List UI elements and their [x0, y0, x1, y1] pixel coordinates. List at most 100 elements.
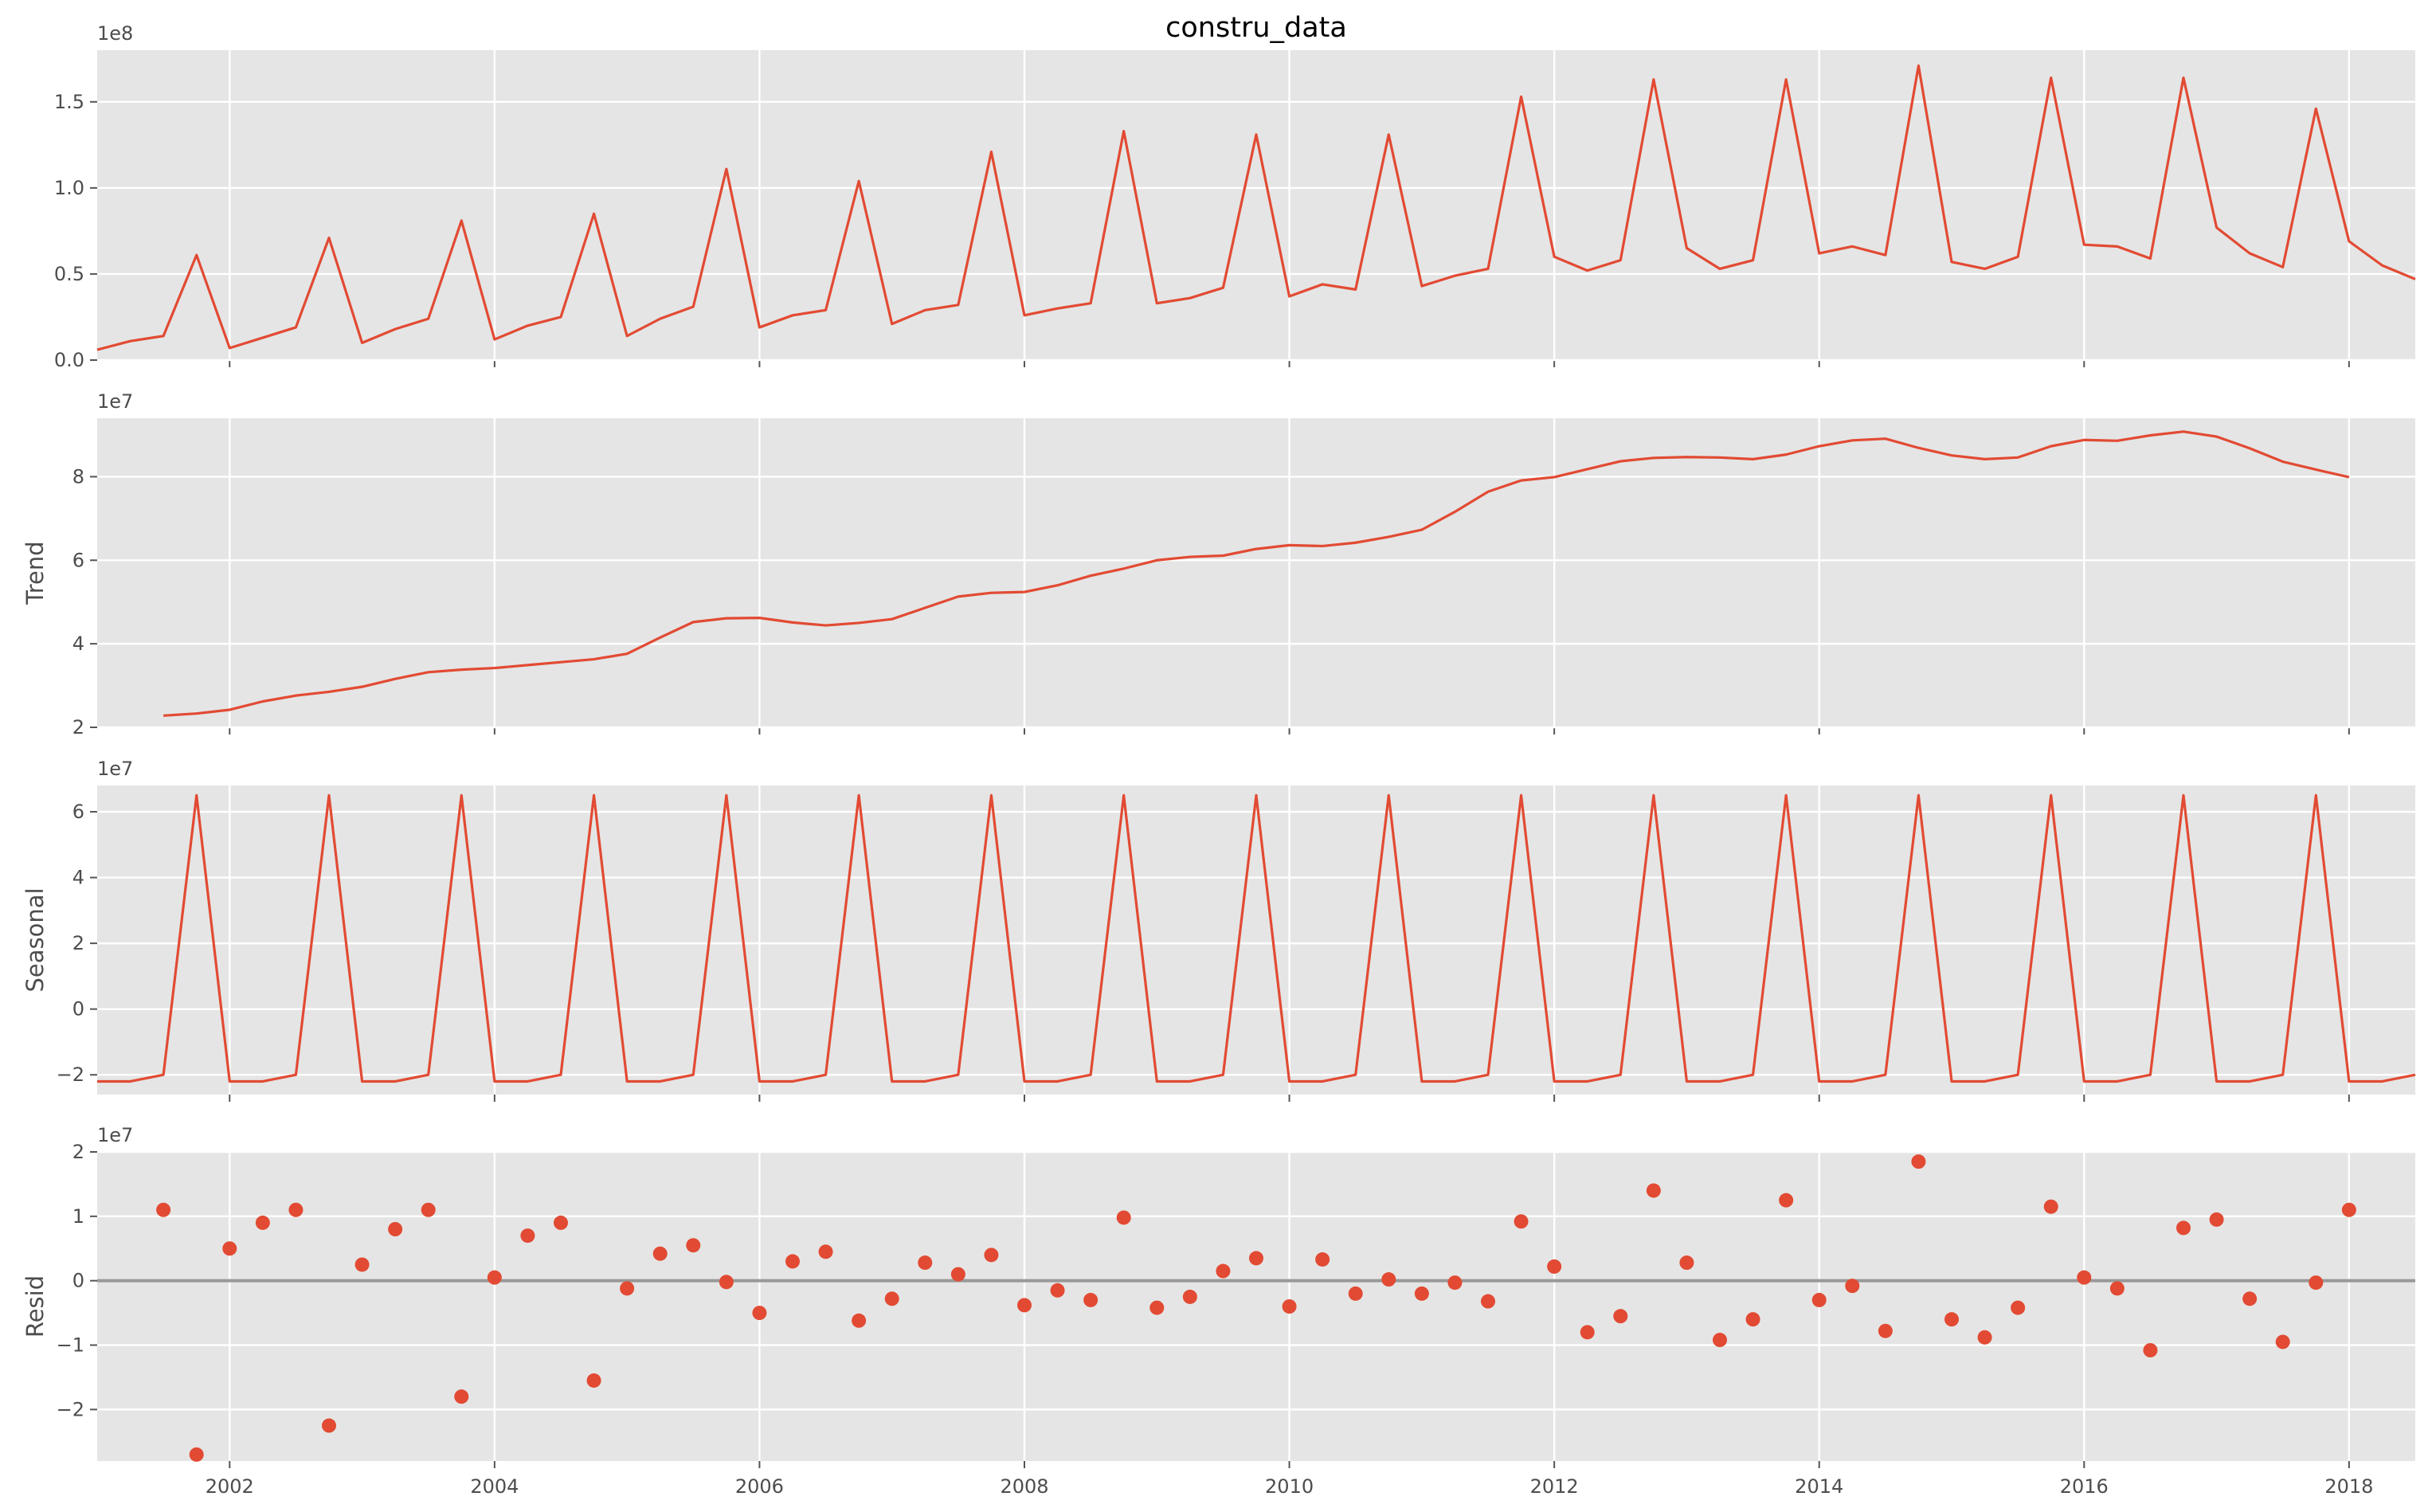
resid-point: [288, 1202, 304, 1217]
resid-point: [2209, 1212, 2224, 1227]
seasonal-y-axis-label: Seasonal: [22, 887, 49, 992]
resid-point: [1249, 1251, 1263, 1266]
resid-point: [1580, 1325, 1595, 1340]
trend-offset-label: 1e7: [97, 390, 133, 413]
x-tick-label: 2012: [1530, 1475, 1579, 1498]
resid-point: [785, 1254, 800, 1269]
resid-point: [1811, 1292, 1827, 1307]
seasonal-offset-label: 1e7: [97, 758, 133, 780]
observed-plot-area: [97, 50, 2415, 360]
panel-observed: 0.0 0.5 1.0 1.5 1e8: [54, 22, 2416, 371]
resid-y-tick-label: 0: [72, 1270, 84, 1292]
resid-point: [1745, 1312, 1760, 1327]
trend-plot-area: [97, 418, 2415, 727]
resid-point: [752, 1306, 767, 1321]
resid-point: [719, 1275, 734, 1290]
resid-point: [2109, 1281, 2125, 1296]
resid-point: [520, 1228, 535, 1244]
resid-point: [2043, 1199, 2058, 1214]
resid-point: [255, 1215, 270, 1230]
resid-point: [1447, 1275, 1463, 1291]
resid-point: [1646, 1183, 1661, 1198]
resid-point: [1116, 1210, 1131, 1225]
resid-point: [487, 1270, 502, 1285]
seasonal-y-tick-label: 4: [72, 867, 84, 889]
resid-y-axis-label: Resid: [22, 1275, 49, 1338]
resid-point: [1613, 1309, 1628, 1324]
resid-point: [2275, 1334, 2290, 1349]
resid-point: [918, 1255, 933, 1271]
trend-y-tick-label: 8: [72, 465, 84, 488]
resid-offset-label: 1e7: [97, 1124, 133, 1146]
trend-y-tick-label: 4: [72, 633, 84, 655]
x-tick-label: 2014: [1795, 1475, 1843, 1498]
observed-offset-label: 1e8: [97, 22, 133, 45]
resid-point: [1977, 1330, 1992, 1345]
resid-point: [1514, 1214, 1529, 1229]
resid-point: [189, 1447, 204, 1462]
resid-y-tick-label: 2: [72, 1141, 84, 1163]
x-tick-label: 2006: [735, 1475, 784, 1498]
resid-point: [1713, 1333, 1727, 1348]
trend-series-line: [163, 430, 2350, 717]
resid-point: [1944, 1312, 1959, 1327]
resid-point: [620, 1281, 635, 1296]
resid-point: [1083, 1292, 1099, 1307]
panel-seasonal: −2 0 2 4 6 1e7 Seasonal: [22, 758, 2416, 1102]
chart-title: constru_data: [1165, 12, 1347, 44]
seasonal-y-tick-label: 6: [72, 801, 84, 823]
resid-point: [1679, 1255, 1694, 1271]
seasonal-series-line: [97, 793, 2416, 1083]
x-tick-label: 2016: [2060, 1475, 2109, 1498]
resid-point: [2242, 1291, 2258, 1306]
resid-point: [554, 1215, 568, 1230]
resid-point: [2077, 1270, 2092, 1285]
resid-point: [818, 1244, 833, 1259]
resid-point: [322, 1418, 336, 1433]
resid-point: [2143, 1342, 2158, 1357]
resid-plot-area: [97, 1152, 2415, 1461]
observed-series-line: [96, 64, 2416, 351]
resid-point: [586, 1373, 601, 1388]
resid-point: [1878, 1323, 1893, 1338]
resid-point: [950, 1267, 965, 1282]
x-tick-label: 2004: [470, 1475, 519, 1498]
resid-point: [2011, 1300, 2026, 1315]
observed-y-tick-label: 0.0: [54, 349, 84, 371]
resid-point: [1911, 1154, 1926, 1169]
resid-point: [454, 1389, 469, 1404]
x-tick-label: 2008: [1000, 1475, 1048, 1498]
resid-point: [156, 1202, 171, 1217]
resid-point: [2176, 1220, 2191, 1236]
resid-point: [1414, 1286, 1429, 1301]
resid-point: [1779, 1193, 1794, 1208]
seasonal-y-tick-label: 2: [72, 932, 84, 954]
resid-point: [652, 1246, 668, 1261]
observed-y-tick-label: 1.5: [54, 91, 84, 113]
resid-point: [1547, 1259, 1562, 1274]
trend-y-tick-label: 2: [72, 716, 84, 738]
resid-point: [1282, 1299, 1297, 1314]
trend-y-tick-label: 6: [72, 549, 84, 571]
x-tick-label: 2018: [2324, 1475, 2373, 1498]
resid-point: [2341, 1202, 2356, 1217]
resid-point: [1845, 1279, 1860, 1294]
resid-point: [1182, 1289, 1197, 1304]
resid-point: [1481, 1294, 1495, 1309]
panel-trend: 2 4 6 8 1e7 Trend: [22, 390, 2415, 738]
resid-point: [1017, 1298, 1032, 1313]
resid-point: [884, 1291, 899, 1306]
observed-y-tick-label: 0.5: [54, 263, 84, 285]
seasonal-plot-area: [97, 785, 2415, 1095]
resid-point: [984, 1248, 999, 1263]
resid-point: [2309, 1275, 2324, 1291]
trend-y-axis-label: Trend: [22, 541, 49, 605]
panel-resid: 2002 2004 2006 2008 2010 2012 2014 2016 2018 −2 −1…: [22, 1124, 2415, 1498]
resid-point: [1216, 1263, 1231, 1279]
x-tick-label: 2010: [1265, 1475, 1314, 1498]
resid-point: [1348, 1286, 1363, 1301]
resid-point: [686, 1238, 701, 1253]
resid-point: [354, 1257, 370, 1272]
resid-point: [1315, 1252, 1330, 1267]
resid-point: [388, 1222, 403, 1236]
